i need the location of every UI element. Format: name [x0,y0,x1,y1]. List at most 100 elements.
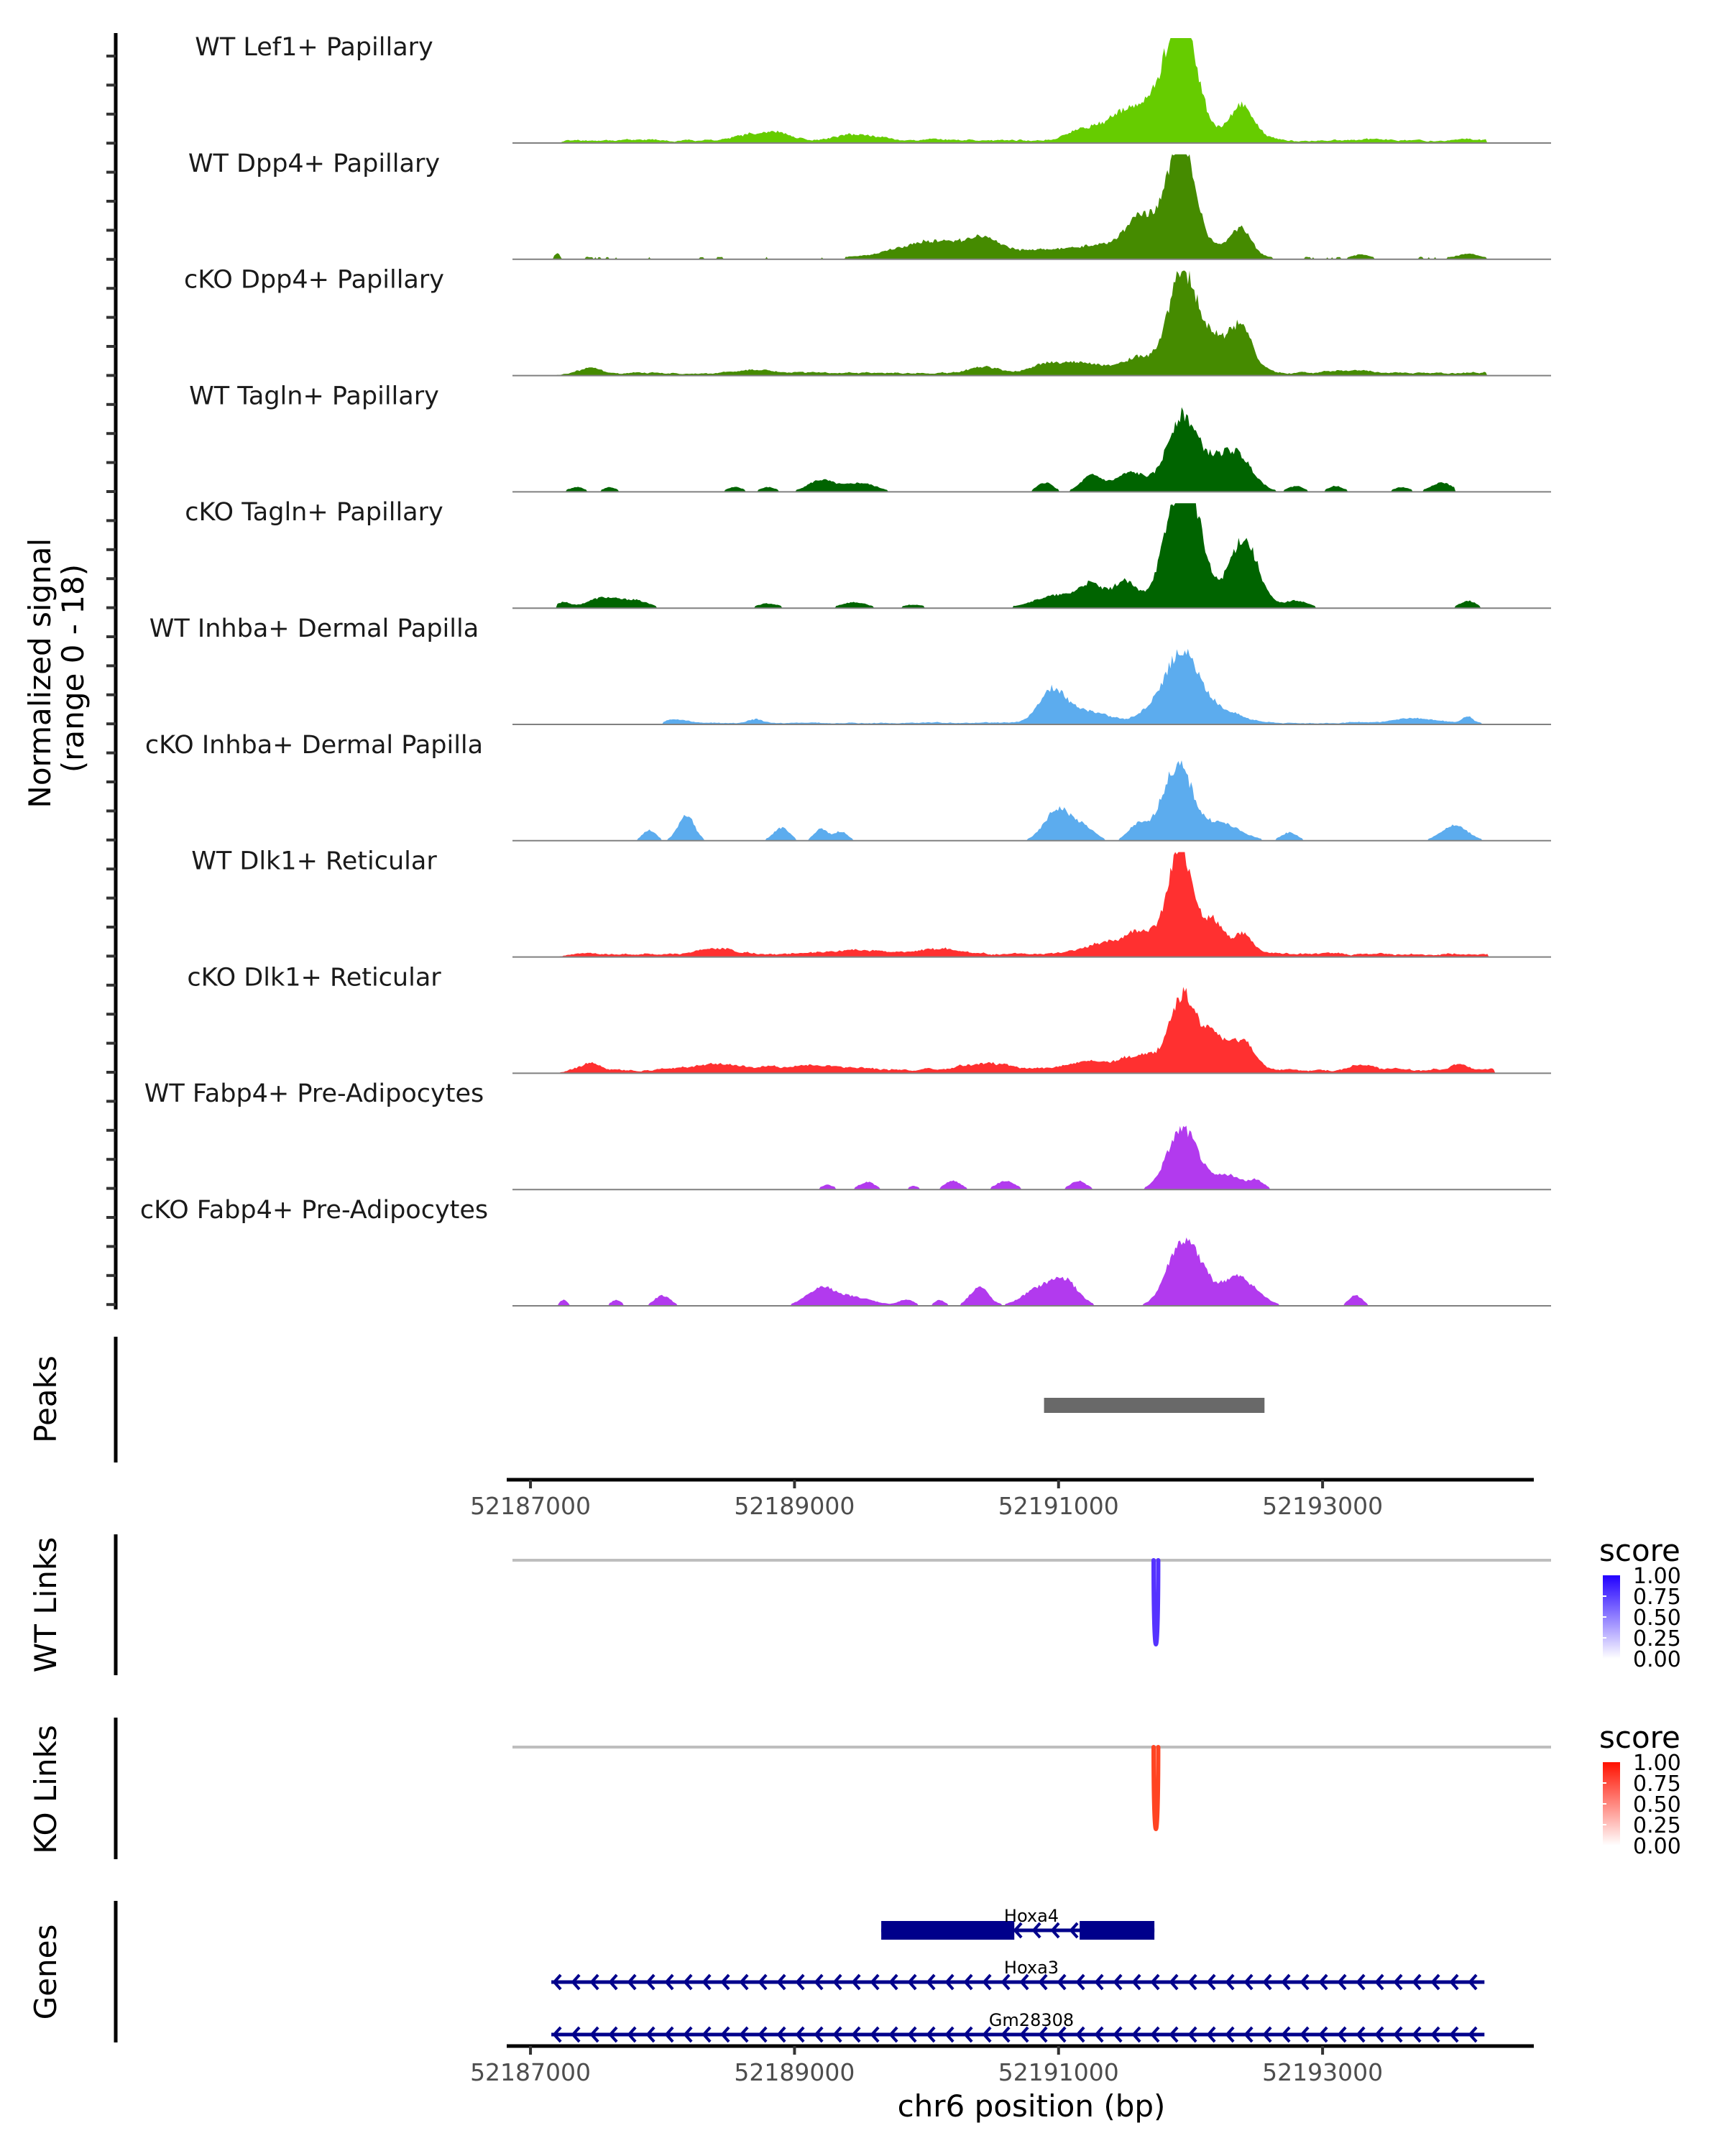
x-tick-label: 52191000 [998,2058,1119,2086]
strand-arrow-icon [1057,1973,1067,1991]
strand-arrow-icon [1187,2026,1197,2043]
legend-tick-label: 0.50 [1633,1606,1681,1631]
coverage-y-axis-title-line2: (range 0 - 18) [55,564,91,773]
x-axis-title: chr6 position (bp) [898,2088,1166,2124]
coverage-track: cKO Inhba+ Dermal Papilla [145,731,1551,842]
coverage-y-ticks [106,55,116,1307]
strand-arrow-icon [1038,2026,1048,2043]
coverage-track-label: WT Dpp4+ Papillary [188,149,440,178]
legend-title: score [1599,1720,1680,1755]
strand-arrow-icon [1318,2026,1328,2043]
peak-region [1044,1398,1265,1413]
strand-arrow-icon [664,1973,674,1991]
legend-tick-label: 0.25 [1633,1626,1681,1651]
strand-arrow-icon [627,1973,637,1991]
x-axis-top: 52187000 52189000 52191000 52193000 [470,1480,1383,1520]
strand-arrow-icon [664,2026,674,2043]
strand-arrow-icon [1069,1922,1079,1939]
coverage-track-label: WT Tagln+ Papillary [189,382,439,410]
peaks-track-label: Peaks [28,1355,63,1443]
coverage-track: cKO Fabp4+ Pre-Adipocytes [140,1196,1551,1307]
strand-arrow-icon [1113,1973,1123,1991]
strand-arrow-icon [589,2026,599,2043]
gene-model: Hoxa3 [551,1958,1485,1991]
strand-arrow-icon [702,2026,712,2043]
strand-arrow-icon [608,1973,618,1991]
strand-arrow-icon [571,1973,581,1991]
legend-tick-label: 0.00 [1633,1647,1681,1672]
coverage-track: WT Tagln+ Papillary [189,382,1551,493]
strand-arrow-icon [627,2026,637,2043]
strand-arrow-icon [1050,1922,1060,1939]
strand-arrow-icon [1374,2026,1384,2043]
strand-arrow-icon [1057,2026,1067,2043]
strand-arrow-icon [739,1973,749,1991]
link-arc [1151,1745,1161,1831]
x-tick-label: 52193000 [1262,1492,1383,1520]
strand-arrow-icon [1131,2026,1141,2043]
strand-arrow-icon [1113,2026,1123,2043]
strand-arrow-icon [907,1973,917,1991]
strand-arrow-icon [1206,2026,1216,2043]
legend-tick-label: 0.75 [1633,1772,1681,1797]
coverage-track-label: WT Dlk1+ Reticular [191,847,437,876]
strand-arrow-icon [1374,1973,1384,1991]
strand-arrow-icon [1337,2026,1347,2043]
strand-arrow-icon [888,1973,898,1991]
coverage-y-axis-title-line1: Normalized signal [22,538,58,808]
strand-arrow-icon [589,1973,599,1991]
coverage-track: WT Lef1+ Papillary [195,33,1551,144]
gene-model: Gm28308 [551,2010,1485,2043]
strand-arrow-icon [1013,1922,1023,1939]
strand-arrow-icon [720,1973,730,1991]
strand-arrow-icon [870,1973,880,1991]
gene-exon [881,1921,1015,1940]
strand-arrow-icon [851,2026,861,2043]
legend-tick-label: 1.00 [1633,1751,1681,1776]
strand-arrow-icon [1075,1973,1085,1991]
strand-arrow-icon [1356,2026,1366,2043]
strand-arrow-icon [1281,2026,1291,2043]
strand-arrow-icon [571,2026,581,2043]
strand-arrow-icon [1449,1973,1459,1991]
strand-arrow-icon [739,2026,749,2043]
legend-tick-label: 0.25 [1633,1813,1681,1838]
gene-label: Hoxa4 [1004,1906,1059,1926]
coverage-area [507,154,1534,259]
legend-title: score [1599,1533,1680,1568]
x-axis-bottom: 52187000 52189000 52191000 52193000 [470,2046,1383,2086]
ko-links-arcs [1151,1745,1161,1831]
strand-arrow-icon [1243,2026,1254,2043]
coverage-track-label: cKO Dpp4+ Papillary [184,266,444,295]
strand-arrow-icon [1019,1973,1029,1991]
strand-arrow-icon [1356,1973,1366,1991]
strand-arrow-icon [1038,1973,1048,1991]
strand-arrow-icon [1150,1973,1160,1991]
strand-arrow-icon [888,2026,898,2043]
strand-arrow-icon [1412,2026,1422,2043]
strand-arrow-icon [1449,2026,1459,2043]
coverage-track: cKO Dpp4+ Papillary [184,266,1551,377]
gene-model: Hoxa4 [881,1906,1155,1940]
x-tick-label: 52189000 [734,2058,855,2086]
wt-links-arcs [1151,1558,1161,1646]
coverage-track-label: cKO Tagln+ Papillary [185,498,443,527]
coverage-tracks: WT Lef1+ Papillary WT Dpp4+ Papillary cKO … [140,33,1551,1307]
coverage-area [507,1237,1534,1306]
coverage-area [507,38,1534,143]
strand-arrow-icon [1019,2026,1029,2043]
strand-arrow-icon [1262,1973,1272,1991]
strand-arrow-icon [552,1973,562,1991]
coverage-track: cKO Dlk1+ Reticular [187,963,1551,1074]
strand-arrow-icon [1300,1973,1310,1991]
strand-arrow-icon [1094,2026,1104,2043]
strand-arrow-icon [1393,2026,1403,2043]
x-tick-label: 52187000 [470,1492,591,1520]
strand-arrow-icon [832,2026,842,2043]
coverage-area [507,760,1534,841]
ko-links-track-label: KO Links [28,1725,63,1854]
strand-arrow-icon [1225,2026,1235,2043]
